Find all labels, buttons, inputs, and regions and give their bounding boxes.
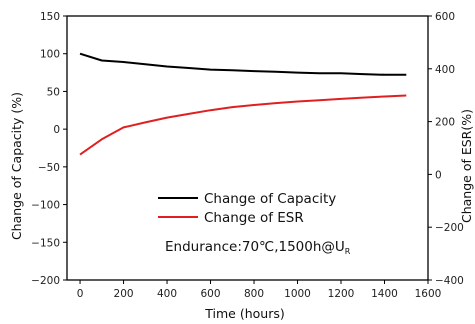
x-tick-label: 600: [201, 288, 221, 300]
capacity-series-line: [79, 52, 407, 76]
legend-label-esr: Change of ESR: [204, 210, 304, 226]
plot-frame: [66, 15, 429, 281]
left-y-tick-label: 150: [40, 11, 60, 23]
right-y-tick-label: 0: [435, 169, 442, 181]
x-tick-label: 400: [157, 288, 177, 300]
x-tick-label: 1200: [328, 288, 355, 300]
left-y-tick-label: −100: [31, 200, 60, 212]
x-tick-label: 0: [77, 288, 84, 300]
right-y-tick-label: 400: [435, 64, 455, 76]
x-tick-label: 1400: [371, 288, 398, 300]
left-y-tick-label: −150: [31, 237, 60, 249]
annotation-main: Endurance:70℃,1500h@U: [165, 239, 345, 255]
annotation-subscript: R: [345, 247, 351, 256]
legend: Change of Capacity Change of ESR: [158, 191, 336, 226]
right-y-tick-label: 600: [435, 11, 455, 23]
annotation: Endurance:70℃,1500h@UR: [165, 239, 351, 256]
left-y-tick-label: 0: [53, 124, 60, 136]
x-tick-label: 1600: [415, 288, 442, 300]
legend-label-capacity: Change of Capacity: [204, 191, 336, 207]
x-tick-label: 1000: [284, 288, 311, 300]
x-axis-label: Time (hours): [204, 306, 284, 321]
left-y-tick-label: 100: [40, 49, 60, 61]
right-y-tick-label: −400: [435, 275, 464, 287]
x-axis-ticks: 0 200 400 600 800 1000 1200 1400 1600: [77, 280, 442, 300]
right-y-tick-label: −200: [435, 222, 464, 234]
right-y-axis-label: Change of ESR(%): [459, 109, 474, 223]
left-y-tick-label: −200: [31, 275, 60, 287]
series-lines: [79, 52, 407, 156]
left-y-axis-ticks: 150 100 50 0 −50 −100 −150 −200: [31, 11, 67, 287]
right-y-tick-label: 200: [435, 117, 455, 129]
left-y-axis-label: Change of Capacity (%): [9, 92, 24, 240]
left-y-tick-label: 50: [47, 86, 60, 98]
right-y-axis-ticks: 600 400 200 0 −200 −400: [428, 11, 464, 287]
x-tick-label: 200: [114, 288, 134, 300]
x-tick-label: 800: [244, 288, 264, 300]
esr-series-line: [79, 94, 407, 156]
left-y-tick-label: −50: [38, 162, 60, 174]
plot-border: [66, 15, 429, 281]
